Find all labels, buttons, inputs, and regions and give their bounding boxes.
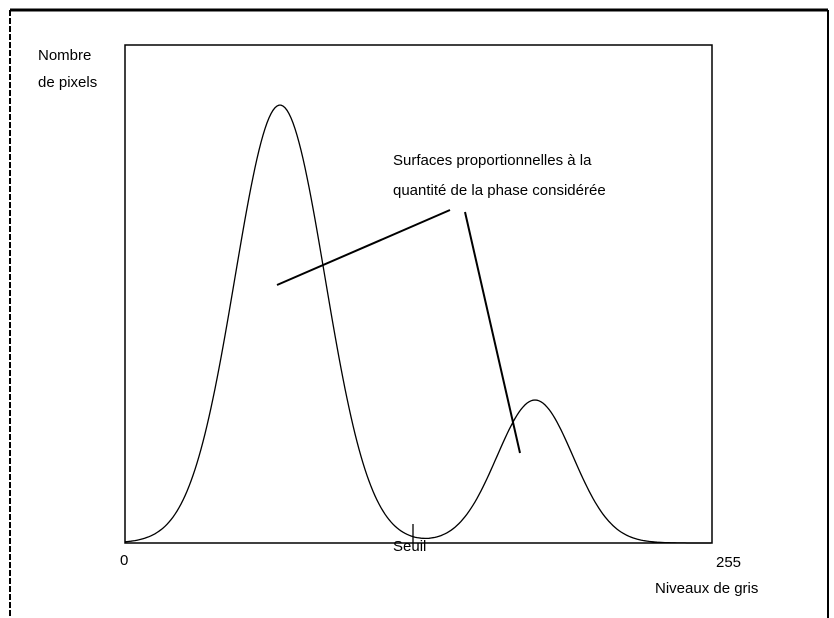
pointer-line	[276, 209, 451, 286]
annotation: quantité de la phase considérée	[393, 182, 606, 199]
histogram-curve	[124, 104, 711, 544]
y-axis-label: de pixels	[38, 74, 97, 91]
x-end-label: 255	[716, 554, 741, 571]
x-axis-title: Niveaux de gris	[655, 580, 758, 597]
x-start-label: 0	[120, 552, 128, 569]
plot-box	[124, 44, 713, 544]
pointer-line	[464, 211, 521, 454]
threshold-label: Seuil	[393, 538, 426, 555]
annotation: Surfaces proportionnelles à la	[393, 152, 592, 169]
y-axis-label: Nombre	[38, 47, 91, 64]
